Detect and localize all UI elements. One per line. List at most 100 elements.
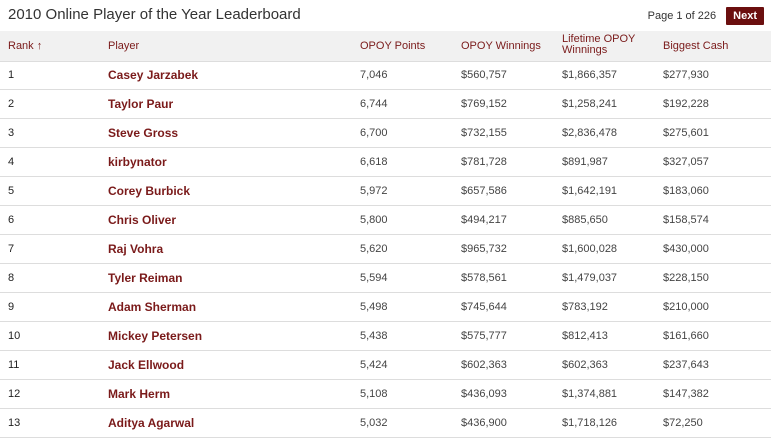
opoy-points-cell: 5,800 <box>360 214 388 226</box>
biggest-cash-cell: $72,250 <box>663 417 703 429</box>
page-title: 2010 Online Player of the Year Leaderboa… <box>8 6 301 23</box>
table-row: 5 Corey Burbick 5,972 $657,586 $1,642,191 $18… <box>0 177 771 206</box>
column-header-rank[interactable]: Rank ↑ <box>8 40 43 52</box>
opoy-winnings-cell: $965,732 <box>461 243 507 255</box>
pagination: Page 1 of 226 Next <box>648 7 764 25</box>
rank-cell: 9 <box>8 301 15 313</box>
opoy-winnings-cell: $769,152 <box>461 98 507 110</box>
opoy-points-cell: 5,032 <box>360 417 388 429</box>
opoy-winnings-cell: $560,757 <box>461 69 507 81</box>
column-header-opoy-winnings[interactable]: OPOY Winnings <box>461 40 541 52</box>
table-row: 12 Mark Herm 5,108 $436,093 $1,374,881 $147,3… <box>0 380 771 409</box>
rank-cell: 4 <box>8 156 15 168</box>
biggest-cash-cell: $237,643 <box>663 359 709 371</box>
biggest-cash-cell: $275,601 <box>663 127 709 139</box>
player-name-link[interactable]: Casey Jarzabek <box>108 68 199 82</box>
player-name-link[interactable]: Aditya Agarwal <box>108 416 195 430</box>
biggest-cash-cell: $228,150 <box>663 272 709 284</box>
table-header: Rank ↑ Player OPOY Points OPOY Winnings … <box>0 31 771 62</box>
opoy-points-cell: 6,700 <box>360 127 388 139</box>
rank-cell: 11 <box>8 359 20 371</box>
opoy-winnings-cell: $732,155 <box>461 127 507 139</box>
opoy-points-cell: 5,438 <box>360 330 388 342</box>
table-row: 2 Taylor Paur 6,744 $769,152 $1,258,241 $192,… <box>0 90 771 119</box>
player-name-link[interactable]: Tyler Reiman <box>108 271 183 285</box>
biggest-cash-cell: $277,930 <box>663 69 709 81</box>
leaderboard-table: 1 Casey Jarzabek 7,046 $560,757 $1,866,357 $2… <box>0 61 771 438</box>
player-name-link[interactable]: Mickey Petersen <box>108 329 203 343</box>
opoy-winnings-cell: $657,586 <box>461 185 507 197</box>
table-row: 8 Tyler Reiman 5,594 $578,561 $1,479,037 $228… <box>0 264 771 293</box>
opoy-points-cell: 6,618 <box>360 156 388 168</box>
opoy-winnings-cell: $575,777 <box>461 330 507 342</box>
opoy-winnings-cell: $436,093 <box>461 388 507 400</box>
player-name-link[interactable]: Chris Oliver <box>108 213 177 227</box>
opoy-winnings-cell: $578,561 <box>461 272 507 284</box>
opoy-winnings-cell: $781,728 <box>461 156 507 168</box>
rank-cell: 7 <box>8 243 15 255</box>
opoy-points-cell: 5,972 <box>360 185 388 197</box>
rank-cell: 13 <box>8 417 21 429</box>
lifetime-winnings-cell: $783,192 <box>562 301 608 313</box>
opoy-points-cell: 5,620 <box>360 243 388 255</box>
biggest-cash-cell: $210,000 <box>663 301 709 313</box>
table-row: 1 Casey Jarzabek 7,046 $560,757 $1,866,357 $2… <box>0 61 771 90</box>
column-header-opoy-points[interactable]: OPOY Points <box>360 40 426 52</box>
column-header-lifetime-winnings[interactable]: Lifetime OPOY Winnings <box>562 33 636 56</box>
lifetime-winnings-cell: $1,718,126 <box>562 417 618 429</box>
lifetime-winnings-cell: $1,642,191 <box>562 185 618 197</box>
table-row: 13 Aditya Agarwal 5,032 $436,900 $1,718,126 $… <box>0 409 771 438</box>
opoy-points-cell: 5,424 <box>360 359 388 371</box>
rank-cell: 5 <box>8 185 15 197</box>
column-header-player[interactable]: Player <box>108 40 140 52</box>
lifetime-winnings-cell: $1,374,881 <box>562 388 618 400</box>
opoy-points-cell: 5,108 <box>360 388 388 400</box>
biggest-cash-cell: $430,000 <box>663 243 709 255</box>
opoy-points-cell: 7,046 <box>360 69 388 81</box>
table-row: 3 Steve Gross 6,700 $732,155 $2,836,478 $275,… <box>0 119 771 148</box>
next-page-button[interactable]: Next <box>726 7 764 25</box>
table-row: 7 Raj Vohra 5,620 $965,732 $1,600,028 $430,00… <box>0 235 771 264</box>
rank-cell: 6 <box>8 214 15 226</box>
lifetime-winnings-cell: $2,836,478 <box>562 127 618 139</box>
lifetime-winnings-cell: $891,987 <box>562 156 608 168</box>
biggest-cash-cell: $147,382 <box>663 388 709 400</box>
lifetime-winnings-cell: $1,258,241 <box>562 98 618 110</box>
table-row: 4 kirbynator 6,618 $781,728 $891,987 $327,057 <box>0 148 771 177</box>
player-name-link[interactable]: Adam Sherman <box>108 300 197 314</box>
player-name-link[interactable]: Mark Herm <box>108 387 171 401</box>
biggest-cash-cell: $158,574 <box>663 214 709 226</box>
biggest-cash-cell: $183,060 <box>663 185 709 197</box>
lifetime-winnings-cell: $812,413 <box>562 330 608 342</box>
player-name-link[interactable]: Corey Burbick <box>108 184 191 198</box>
lifetime-winnings-cell: $1,600,028 <box>562 243 618 255</box>
table-row: 9 Adam Sherman 5,498 $745,644 $783,192 $210,0… <box>0 293 771 322</box>
lifetime-winnings-cell: $1,479,037 <box>562 272 618 284</box>
lifetime-winnings-cell: $1,866,357 <box>562 69 618 81</box>
rank-cell: 1 <box>8 69 15 81</box>
rank-cell: 2 <box>8 98 15 110</box>
player-name-link[interactable]: Taylor Paur <box>108 97 174 111</box>
rank-cell: 3 <box>8 127 15 139</box>
column-header-biggest-cash[interactable]: Biggest Cash <box>663 40 729 52</box>
page-indicator: Page 1 of 226 <box>647 10 717 22</box>
player-name-link[interactable]: kirbynator <box>108 155 167 169</box>
table-row: 10 Mickey Petersen 5,438 $575,777 $812,413 $1… <box>0 322 771 351</box>
opoy-points-cell: 6,744 <box>360 98 388 110</box>
rank-cell: 12 <box>8 388 21 400</box>
opoy-winnings-cell: $436,900 <box>461 417 507 429</box>
player-name-link[interactable]: Raj Vohra <box>108 242 164 256</box>
opoy-points-cell: 5,498 <box>360 301 388 313</box>
opoy-points-cell: 5,594 <box>360 272 388 284</box>
lifetime-winnings-cell: $885,650 <box>562 214 608 226</box>
player-name-link[interactable]: Steve Gross <box>108 126 179 140</box>
opoy-winnings-cell: $745,644 <box>461 301 507 313</box>
lifetime-winnings-cell: $602,363 <box>562 359 608 371</box>
rank-cell: 8 <box>8 272 15 284</box>
rank-cell: 10 <box>8 330 21 342</box>
opoy-winnings-cell: $602,363 <box>461 359 507 371</box>
table-row: 11 Jack Ellwood 5,424 $602,363 $602,363 $237,… <box>0 351 771 380</box>
player-name-link[interactable]: Jack Ellwood <box>108 358 185 372</box>
table-row: 6 Chris Oliver 5,800 $494,217 $885,650 $158,5… <box>0 206 771 235</box>
biggest-cash-cell: $161,660 <box>663 330 709 342</box>
